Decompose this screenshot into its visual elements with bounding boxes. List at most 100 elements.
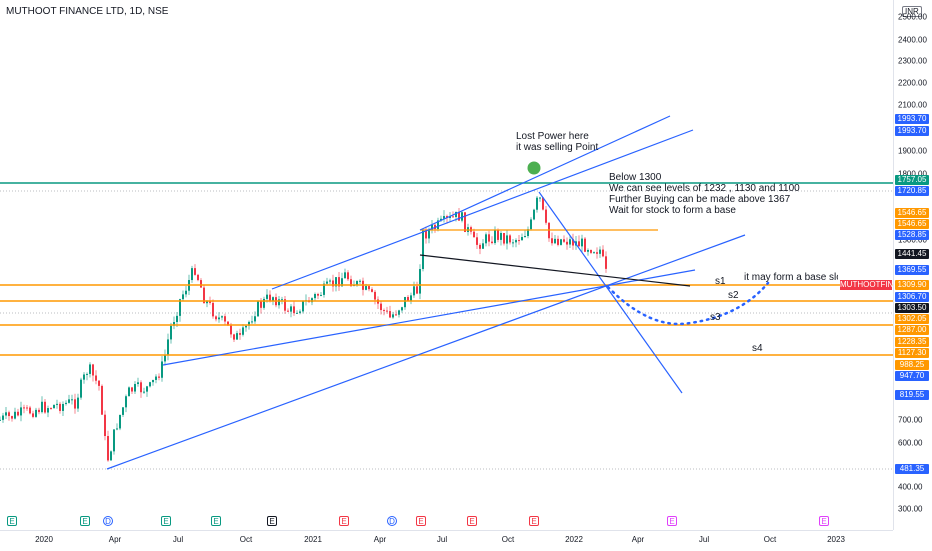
candle-body <box>143 391 145 393</box>
earnings-marker[interactable]: E <box>819 516 829 526</box>
earnings-marker[interactable]: E <box>211 516 221 526</box>
earnings-marker[interactable]: E <box>339 516 349 526</box>
candle-body <box>464 212 466 232</box>
s4-label[interactable]: s4 <box>752 343 763 354</box>
price-tag: 1302.05 <box>895 314 929 324</box>
candle-body <box>272 297 274 301</box>
earnings-marker[interactable]: E <box>667 516 677 526</box>
levels-note[interactable]: Below 1300 We can see levels of 1232 , 1… <box>609 172 800 216</box>
candle-body <box>518 240 520 242</box>
lost-power-note[interactable]: Lost Power here it was selling Point <box>516 131 598 153</box>
earnings-marker[interactable]: E <box>7 516 17 526</box>
earnings-marker[interactable]: E <box>416 516 426 526</box>
channel-mid-line[interactable] <box>271 129 694 290</box>
candle-body <box>524 236 526 238</box>
candle-body <box>131 387 133 392</box>
price-chart[interactable] <box>0 0 893 530</box>
earnings-marker[interactable]: E <box>161 516 171 526</box>
candle-body <box>227 321 229 326</box>
candle-body <box>440 218 442 221</box>
candle-body <box>35 409 37 417</box>
candle-body <box>164 354 166 362</box>
candle-body <box>146 386 148 392</box>
candle-body <box>317 293 319 296</box>
price-tag: 1287.00 <box>895 325 929 335</box>
candle-body <box>341 278 343 287</box>
earnings-marker[interactable]: E <box>80 516 90 526</box>
candle-body <box>533 209 535 220</box>
base-note[interactable]: it may form a base slowly by ne <box>744 272 838 283</box>
candle-body <box>26 407 28 409</box>
candle-body <box>422 230 424 270</box>
candle-body <box>98 380 100 386</box>
candle-body <box>329 280 331 282</box>
candle-body <box>116 428 118 430</box>
price-tag: 1528.85 <box>895 230 929 240</box>
candle-body <box>266 294 268 299</box>
time-axis[interactable]: 2020 Apr Jul Oct 2021 Apr Jul Oct 2022 Apr Jul Oct 2… <box>0 530 893 551</box>
price-tick: 1800.00 <box>898 169 927 179</box>
candle-body <box>410 295 412 301</box>
selling-point-marker[interactable] <box>527 161 541 175</box>
candle-body <box>149 382 151 387</box>
candle-body <box>374 291 376 300</box>
earnings-marker[interactable]: E <box>467 516 477 526</box>
s2-label[interactable]: s2 <box>728 290 739 301</box>
price-tick: 400.00 <box>898 482 923 492</box>
candle-body <box>407 296 409 301</box>
time-tick: Jul <box>436 535 448 544</box>
dividend-marker[interactable]: D <box>387 516 397 526</box>
candle-body <box>191 268 193 281</box>
candle-body <box>245 325 247 328</box>
earnings-marker[interactable]: E <box>529 516 539 526</box>
candle-body <box>77 397 79 409</box>
candle-body <box>29 407 31 414</box>
price-tag: 1303.50 <box>895 303 929 313</box>
projected-base-curve[interactable] <box>606 281 770 326</box>
candle-body <box>398 310 400 315</box>
candle-body <box>215 316 217 320</box>
s3-label[interactable]: s3 <box>710 312 721 323</box>
neckline[interactable] <box>419 254 691 287</box>
candle-body <box>113 429 115 452</box>
falling-trend-line[interactable] <box>538 191 683 394</box>
candle-body <box>491 241 493 244</box>
candle-body <box>14 411 16 419</box>
candle-body <box>395 314 397 316</box>
time-tick: Oct <box>501 535 515 544</box>
candle-body <box>446 216 448 218</box>
price-tick: 2500.00 <box>898 12 927 22</box>
candle-body <box>515 240 517 243</box>
price-tag: 819.55 <box>895 390 929 400</box>
price-tick: 2400.00 <box>898 35 927 45</box>
candle-body <box>206 301 208 304</box>
price-tick: 1900.00 <box>898 146 927 156</box>
candle-body <box>521 237 523 241</box>
candle-body <box>401 307 403 311</box>
candle-body <box>413 286 415 296</box>
candle-body <box>80 379 82 398</box>
candle-body <box>41 401 43 413</box>
candle-body <box>23 407 25 409</box>
dividend-marker[interactable]: D <box>103 516 113 526</box>
s1-label[interactable]: s1 <box>715 276 726 287</box>
time-tick: 2020 <box>35 535 53 544</box>
time-tick: Apr <box>373 535 387 544</box>
long-trend-line[interactable] <box>106 234 746 470</box>
candle-body <box>359 280 361 282</box>
candle-body <box>455 211 457 218</box>
symbol-price-tag: MUTHOOTFIN <box>840 280 893 290</box>
candle-body <box>296 312 298 314</box>
price-axis[interactable]: INR 2500.00 2400.00 2300.00 2200.00 2100.00 1… <box>893 0 932 530</box>
time-tick: 2022 <box>565 535 583 544</box>
earnings-marker[interactable]: E <box>267 516 277 526</box>
candle-body <box>443 216 445 219</box>
candle-body <box>290 306 292 312</box>
channel-upper-line[interactable] <box>419 115 671 231</box>
chart-area[interactable]: MUTHOOT FINANCE LTD, 1D, NSE Lost Power … <box>0 0 893 530</box>
candle-body <box>566 241 568 245</box>
candle-body <box>32 413 34 417</box>
currency-label[interactable]: INR <box>902 6 922 17</box>
candle-body <box>368 286 370 290</box>
candle-body <box>17 411 19 416</box>
